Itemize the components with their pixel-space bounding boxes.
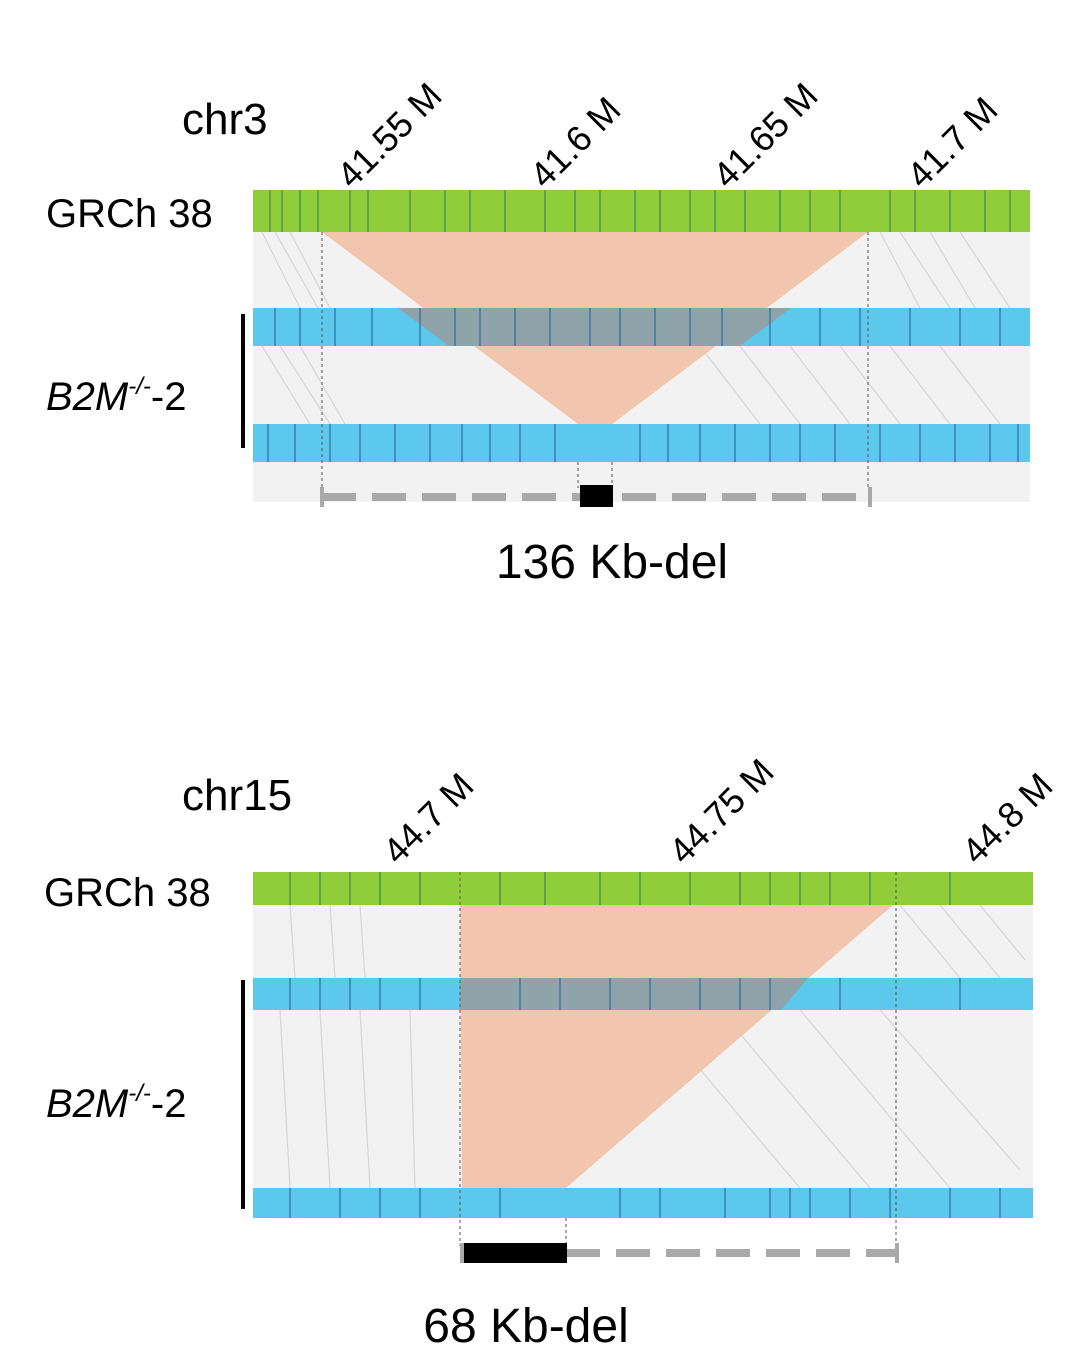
deletion-label: 68 Kb-del: [423, 1300, 628, 1353]
deletion-bar: [580, 485, 613, 507]
sample-track-upper-marks: [289, 978, 961, 1010]
boundary-guides: [459, 872, 897, 1246]
reference-track: [253, 190, 1030, 232]
overlap-region: [398, 308, 791, 346]
boundary-guides: [321, 232, 869, 488]
tick-label: 41.55 M: [329, 75, 450, 196]
reference-label: GRCh 38: [46, 192, 213, 236]
panel-chr3: chr3 GRCh 38 B2M-/--2 41.55 M 41.6 M 41.…: [46, 75, 1030, 589]
deletion-label: 136 Kb-del: [496, 536, 728, 589]
tick-label: 44.75 M: [661, 751, 782, 872]
sample-label: B2M-/--2: [46, 373, 186, 419]
reference-track: [253, 872, 1033, 905]
tick-labels: 41.55 M 41.6 M 41.65 M 41.7 M: [329, 75, 1006, 196]
sample-label-main: B2M: [46, 375, 129, 419]
sample-track-lower-marks: [289, 1188, 1001, 1218]
tick-label: 44.7 M: [375, 765, 482, 872]
sample-label-suffix: -2: [151, 375, 187, 419]
tick-label: 44.8 M: [954, 765, 1061, 872]
sample-track-lower: [253, 424, 1030, 462]
reference-track-marks: [269, 190, 1011, 232]
deletion-bar: [464, 1243, 567, 1263]
panel-chr15: chr15 GRCh 38 B2M-/--2 44.7 M 44.75 M 44…: [44, 751, 1060, 1353]
tick-label: 41.65 M: [705, 75, 826, 196]
alignment-lines: [261, 231, 1011, 425]
sample-track-upper-marks: [274, 308, 1001, 346]
reference-track-marks: [289, 872, 951, 905]
sample-track-lower: [253, 1188, 1033, 1218]
reference-label: GRCh 38: [44, 871, 211, 915]
sample-label: B2M-/--2: [46, 1080, 186, 1126]
tick-label: 41.6 M: [522, 89, 629, 196]
tick-label: 41.7 M: [899, 89, 1006, 196]
deletion-wedge: [460, 905, 893, 1188]
alignment-lines: [279, 904, 1026, 1189]
tick-labels: 44.7 M 44.75 M 44.8 M: [375, 751, 1061, 872]
chromosome-label: chr3: [182, 95, 268, 144]
sample-track-lower-marks: [267, 424, 1019, 462]
sample-label-superscript: -/-: [128, 373, 151, 400]
sample-label-main: B2M: [46, 1082, 129, 1126]
chromosome-label: chr15: [182, 771, 292, 820]
sample-label-superscript: -/-: [128, 1080, 151, 1107]
overlap-region: [460, 978, 808, 1010]
sample-label-suffix: -2: [151, 1082, 187, 1126]
